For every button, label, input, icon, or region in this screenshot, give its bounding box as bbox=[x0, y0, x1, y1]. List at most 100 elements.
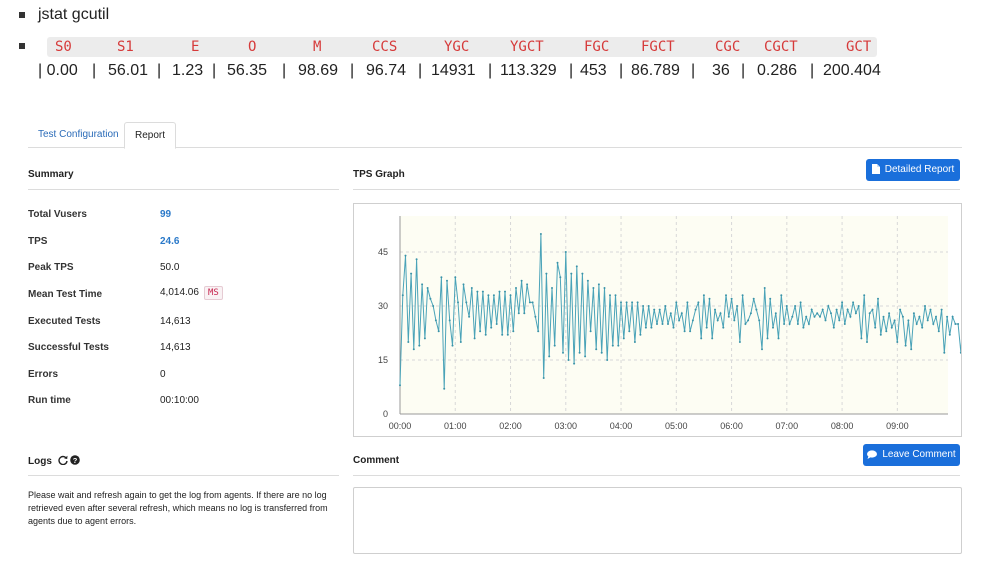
tps-point bbox=[888, 312, 891, 315]
divider bbox=[353, 475, 960, 476]
summary-value-wrap: 4,014.06 MS bbox=[160, 286, 223, 300]
tps-point bbox=[622, 337, 625, 340]
tps-point bbox=[772, 326, 774, 329]
x-tick-label: 09:00 bbox=[886, 421, 909, 431]
tps-point bbox=[492, 294, 495, 297]
tps-point bbox=[719, 312, 722, 315]
tps-point bbox=[448, 319, 451, 322]
tps-point bbox=[854, 312, 857, 315]
tps-point bbox=[841, 301, 844, 304]
tps-point bbox=[465, 301, 468, 304]
tps-point bbox=[705, 326, 708, 329]
tps-point bbox=[498, 290, 501, 293]
tps-point bbox=[799, 301, 802, 304]
tps-point bbox=[946, 315, 949, 318]
tps-point bbox=[877, 297, 879, 300]
tps-point bbox=[921, 326, 924, 329]
x-tick-label: 02:00 bbox=[499, 421, 522, 431]
tps-link[interactable]: 24.6 bbox=[160, 236, 180, 247]
tps-point bbox=[407, 341, 410, 343]
tps-point bbox=[487, 294, 490, 297]
detailed-report-button[interactable]: Detailed Report bbox=[866, 159, 960, 181]
tps-point bbox=[924, 305, 926, 307]
tps-point bbox=[926, 319, 929, 322]
tps-point bbox=[824, 319, 827, 322]
tps-point bbox=[918, 315, 921, 318]
leave-comment-button[interactable]: Leave Comment bbox=[863, 444, 960, 466]
gcutil-column: FGCT bbox=[641, 39, 675, 55]
tps-point bbox=[639, 333, 642, 336]
tps-point bbox=[860, 337, 863, 340]
tps-point bbox=[874, 326, 877, 329]
gcutil-value: 36 bbox=[712, 62, 730, 79]
tps-point bbox=[526, 283, 529, 286]
tps-point bbox=[437, 330, 440, 333]
tps-point bbox=[882, 315, 885, 318]
tps-point bbox=[813, 315, 816, 318]
tab-test-configuration[interactable]: Test Configuration bbox=[38, 129, 119, 140]
tps-point bbox=[656, 323, 658, 325]
tps-point bbox=[589, 330, 592, 333]
tps-point bbox=[523, 312, 526, 315]
tps-point bbox=[633, 341, 636, 343]
tps-point bbox=[410, 272, 413, 275]
tps-point bbox=[785, 305, 788, 307]
tps-point bbox=[783, 323, 786, 325]
gcutil-column: FGC bbox=[584, 39, 610, 55]
divider bbox=[28, 189, 339, 190]
tps-point bbox=[700, 337, 703, 340]
help-icon[interactable]: ? bbox=[70, 455, 81, 465]
summary-value: 4,014.06 bbox=[160, 287, 199, 298]
gcutil-separator: | bbox=[810, 62, 815, 79]
unit-badge: MS bbox=[203, 286, 223, 300]
gcutil-separator: | bbox=[212, 62, 217, 79]
tps-point bbox=[669, 312, 672, 315]
tps-point bbox=[658, 308, 661, 311]
summary-label: Errors bbox=[28, 369, 59, 380]
gcutil-column: CCS bbox=[372, 39, 398, 55]
tps-point bbox=[401, 294, 404, 297]
gcutil-value: 113.329 bbox=[500, 62, 557, 79]
gcutil-separator: | bbox=[418, 62, 423, 79]
tps-point bbox=[849, 315, 852, 318]
tps-point bbox=[843, 323, 846, 325]
tps-point bbox=[702, 294, 705, 297]
tps-point bbox=[714, 308, 716, 311]
tps-point bbox=[744, 323, 747, 325]
comment-textarea[interactable] bbox=[353, 487, 962, 554]
divider bbox=[28, 475, 339, 476]
y-tick-label: 30 bbox=[378, 301, 388, 311]
tps-point bbox=[603, 287, 606, 289]
tps-point bbox=[595, 348, 598, 351]
tps-point bbox=[940, 308, 943, 311]
tps-point bbox=[609, 294, 611, 297]
comment-icon bbox=[867, 450, 878, 459]
tps-point bbox=[432, 305, 435, 307]
tps-point bbox=[429, 297, 432, 300]
refresh-icon[interactable] bbox=[58, 455, 68, 466]
tps-point bbox=[520, 279, 523, 282]
summary-value: 50.0 bbox=[160, 262, 180, 273]
tps-point bbox=[675, 301, 678, 304]
tps-point bbox=[517, 312, 520, 315]
tps-point bbox=[570, 272, 573, 275]
logs-title: Logs bbox=[28, 456, 52, 467]
tps-point bbox=[631, 301, 634, 304]
summary-value: 00:10:00 bbox=[160, 395, 199, 406]
tps-point bbox=[761, 348, 763, 351]
tps-point bbox=[932, 323, 935, 325]
gcutil-column: CGC bbox=[715, 39, 741, 55]
gcutil-column: CGCT bbox=[764, 39, 798, 55]
tps-point bbox=[581, 272, 584, 275]
total-vusers-link[interactable]: 99 bbox=[160, 209, 172, 220]
tab-report[interactable]: Report bbox=[124, 122, 177, 149]
tps-point bbox=[404, 254, 407, 257]
summary-label: Peak TPS bbox=[28, 262, 74, 273]
tps-point bbox=[830, 312, 832, 315]
tps-point bbox=[551, 287, 553, 289]
comment-title: Comment bbox=[353, 455, 400, 466]
tps-point bbox=[807, 323, 810, 325]
tps-point bbox=[835, 308, 838, 311]
tps-point bbox=[796, 323, 799, 325]
detailed-report-label: Detailed Report bbox=[884, 164, 955, 175]
